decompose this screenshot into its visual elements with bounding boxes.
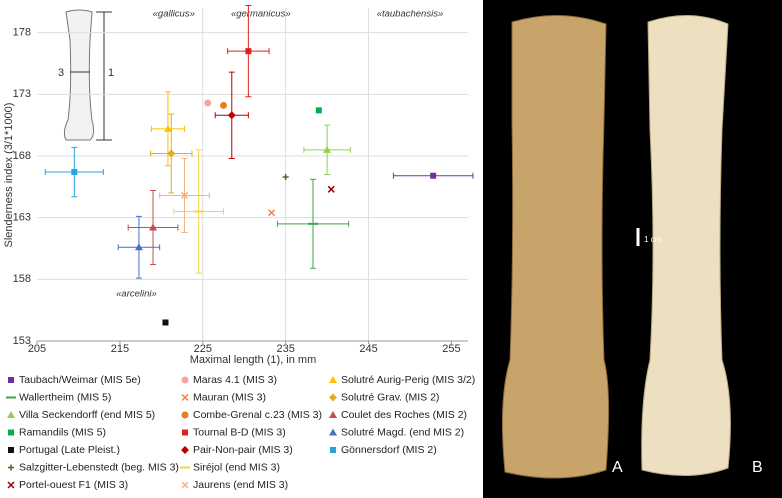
- y-tick-label: 153: [13, 335, 31, 347]
- annotation: «taubachensis»: [377, 9, 444, 20]
- y-tick-label: 158: [13, 273, 31, 285]
- annotation: «gallicus»: [153, 9, 195, 20]
- x-tick-label: 235: [276, 343, 294, 355]
- legend-marker: [8, 429, 14, 436]
- legend-label: Solutré Grav. (MIS 2): [341, 391, 439, 403]
- point: [430, 172, 437, 179]
- y-tick-label: 178: [13, 27, 31, 39]
- point: [323, 145, 332, 153]
- legend-marker: [7, 481, 15, 489]
- y-tick-label: 163: [13, 212, 31, 224]
- legend-label: Villa Seckendorff (end MIS 5): [19, 409, 155, 421]
- point: [268, 209, 276, 217]
- legend-marker: [329, 393, 337, 402]
- legend-marker: [7, 411, 15, 418]
- legend-label: Portel-ouest F1 (MIS 3): [19, 479, 128, 491]
- point: [245, 48, 252, 55]
- legend-marker: [8, 377, 14, 383]
- y-tick-label: 173: [13, 88, 31, 100]
- point: [71, 169, 78, 176]
- legend-marker: [181, 411, 189, 419]
- legend-label: Taubach/Weimar (MIS 5e): [19, 374, 141, 386]
- legend-label: Salzgitter-Lebenstedt (beg. MIS 3): [19, 461, 179, 473]
- legend-label: Solutré Aurig-Perig (MIS 3/2): [341, 374, 475, 386]
- inset-label: 3: [58, 67, 64, 79]
- legend-label: Wallertheim (MIS 5): [19, 391, 111, 403]
- bone-photo-b: [641, 15, 731, 476]
- legend-label: Ramandils (MIS 5): [19, 426, 106, 438]
- legend-marker: [181, 393, 189, 402]
- legend-label: Combe-Grenal c.23 (MIS 3): [193, 409, 322, 421]
- annotation: «germanicus»: [231, 9, 291, 20]
- legend-marker: [329, 428, 337, 436]
- point: [163, 124, 172, 132]
- point: [149, 223, 158, 231]
- legend-marker: [329, 411, 337, 418]
- scale-label: 1 cm: [644, 235, 662, 244]
- legend-label: Tournal B-D (MIS 3): [193, 426, 286, 438]
- legend-marker: [182, 429, 188, 436]
- point: [219, 101, 227, 109]
- legend-label: Portugal (Late Pleist.): [19, 444, 120, 456]
- legend-label: Jaurens (end MIS 3): [193, 479, 288, 491]
- legend-label: Pair-Non-pair (MIS 3): [193, 444, 293, 456]
- point: [282, 173, 289, 180]
- inset-bone: [63, 9, 95, 141]
- point: [181, 191, 189, 199]
- point: [162, 319, 169, 326]
- legend-marker: [330, 447, 336, 453]
- legend-marker: [329, 376, 337, 383]
- legend-label: Mauran (MIS 3): [193, 391, 266, 403]
- x-axis-label: Maximal length (1), in mm: [190, 354, 317, 366]
- point: [204, 99, 212, 107]
- legend-label: Gönnersdorf (MIS 2): [341, 444, 437, 456]
- point: [227, 111, 236, 120]
- x-tick-label: 215: [111, 343, 129, 355]
- x-tick-label: 205: [28, 343, 46, 355]
- panel-label: B: [752, 459, 763, 476]
- point: [134, 243, 143, 251]
- point: [315, 107, 322, 114]
- legend-marker: [8, 464, 14, 471]
- point: [167, 149, 176, 158]
- annotation: «arcelini»: [116, 289, 157, 300]
- bone-photo-a: [501, 15, 610, 479]
- y-tick-label: 168: [13, 150, 31, 162]
- x-tick-label: 225: [194, 343, 212, 355]
- legend-label: Maras 4.1 (MIS 3): [193, 374, 277, 386]
- x-tick-label: 245: [359, 343, 377, 355]
- y-axis-label: Slenderness index (3/1*1000): [3, 103, 15, 248]
- inset-label: 1: [108, 67, 114, 79]
- legend-label: Coulet des Roches (MIS 2): [341, 409, 467, 421]
- legend-marker: [181, 481, 189, 489]
- legend-marker: [8, 447, 14, 453]
- legend-marker: [181, 376, 189, 384]
- legend-label: Solutré Magd. (end MIS 2): [341, 426, 464, 438]
- point: [327, 185, 335, 193]
- legend-marker: [181, 446, 189, 454]
- x-tick-label: 255: [442, 343, 460, 355]
- legend-label: Siréjol (end MIS 3): [193, 461, 280, 473]
- panel-label: A: [612, 459, 623, 476]
